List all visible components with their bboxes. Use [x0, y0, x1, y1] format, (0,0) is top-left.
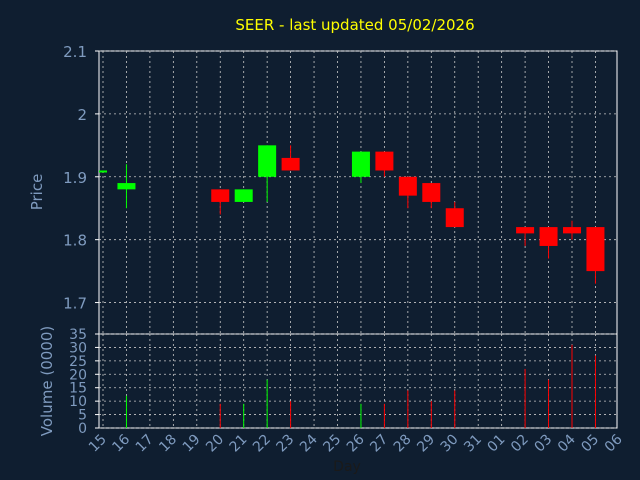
x-axis-label: Day — [333, 459, 361, 475]
x-tick-label: 26 — [344, 431, 368, 455]
candle-body — [516, 227, 535, 234]
price-tick-label: 1.7 — [63, 295, 87, 313]
volume-tick-label: 10 — [69, 394, 87, 410]
volume-axis-label: Volume (0000) — [38, 326, 56, 436]
volume-tick-label: 20 — [69, 367, 87, 383]
x-tick-label: 03 — [531, 432, 555, 456]
candle-body — [234, 189, 253, 202]
x-tick-label: 17 — [133, 432, 157, 456]
candle-body — [563, 227, 581, 234]
x-tick-label: 04 — [555, 431, 579, 455]
candle-body — [586, 227, 605, 272]
x-tick-label: 27 — [367, 432, 391, 456]
price-tick-label: 2.1 — [63, 43, 87, 61]
candle-body — [422, 183, 441, 202]
x-tick-label: 19 — [180, 432, 204, 456]
volume-tick-label: 35 — [69, 327, 87, 343]
volume-tick-label: 0 — [78, 421, 87, 437]
x-tick-label: 01 — [485, 432, 509, 456]
x-tick-label: 02 — [508, 432, 532, 456]
volume-plot-frame — [98, 333, 618, 429]
price-axis-label: Price — [28, 174, 46, 211]
candle-body — [351, 151, 370, 177]
candle-body — [281, 157, 300, 171]
volume-tick-label: 15 — [69, 381, 87, 397]
x-axis-ticks: 15 16 17 18 19 20 21 22 23 24 25 26 27 28 29 30 31 01 02 03… — [86, 431, 626, 455]
x-tick-label: 23 — [274, 432, 298, 456]
candle-body — [117, 183, 136, 190]
candle-body — [211, 189, 230, 202]
chart-title: SEER - last updated 05/02/2026 — [235, 16, 474, 34]
x-tick-label: 22 — [250, 432, 274, 456]
candle-body — [375, 151, 394, 171]
volume-tick-label: 25 — [69, 354, 87, 370]
price-tick-label: 1.8 — [63, 232, 87, 250]
x-tick-label: 24 — [297, 431, 321, 455]
candle-body — [445, 208, 464, 228]
x-tick-label: 06 — [602, 431, 626, 455]
x-tick-label: 20 — [203, 432, 227, 456]
price-plot-frame — [98, 50, 618, 335]
x-tick-label: 15 — [86, 432, 110, 456]
candle-body — [539, 227, 558, 246]
x-tick-label: 18 — [156, 432, 180, 456]
price-panel: 1.7 1.8 1.9 2 2.1 — [63, 43, 618, 335]
volume-tick-label: 30 — [69, 340, 87, 356]
candle-body — [99, 170, 107, 173]
candle-body — [258, 145, 277, 177]
x-tick-label: 16 — [109, 431, 133, 455]
price-tick-label: 1.9 — [63, 169, 87, 187]
x-tick-label: 05 — [578, 432, 602, 456]
volume-tick-label: 5 — [78, 408, 87, 424]
x-tick-label: 29 — [414, 432, 438, 456]
x-tick-label: 30 — [438, 432, 462, 456]
x-tick-label: 25 — [320, 432, 344, 456]
price-tick-label: 2 — [77, 106, 87, 124]
x-tick-label: 28 — [391, 432, 415, 456]
candle-body — [398, 176, 417, 196]
x-tick-label: 21 — [227, 432, 251, 456]
x-tick-label: 31 — [461, 432, 485, 456]
